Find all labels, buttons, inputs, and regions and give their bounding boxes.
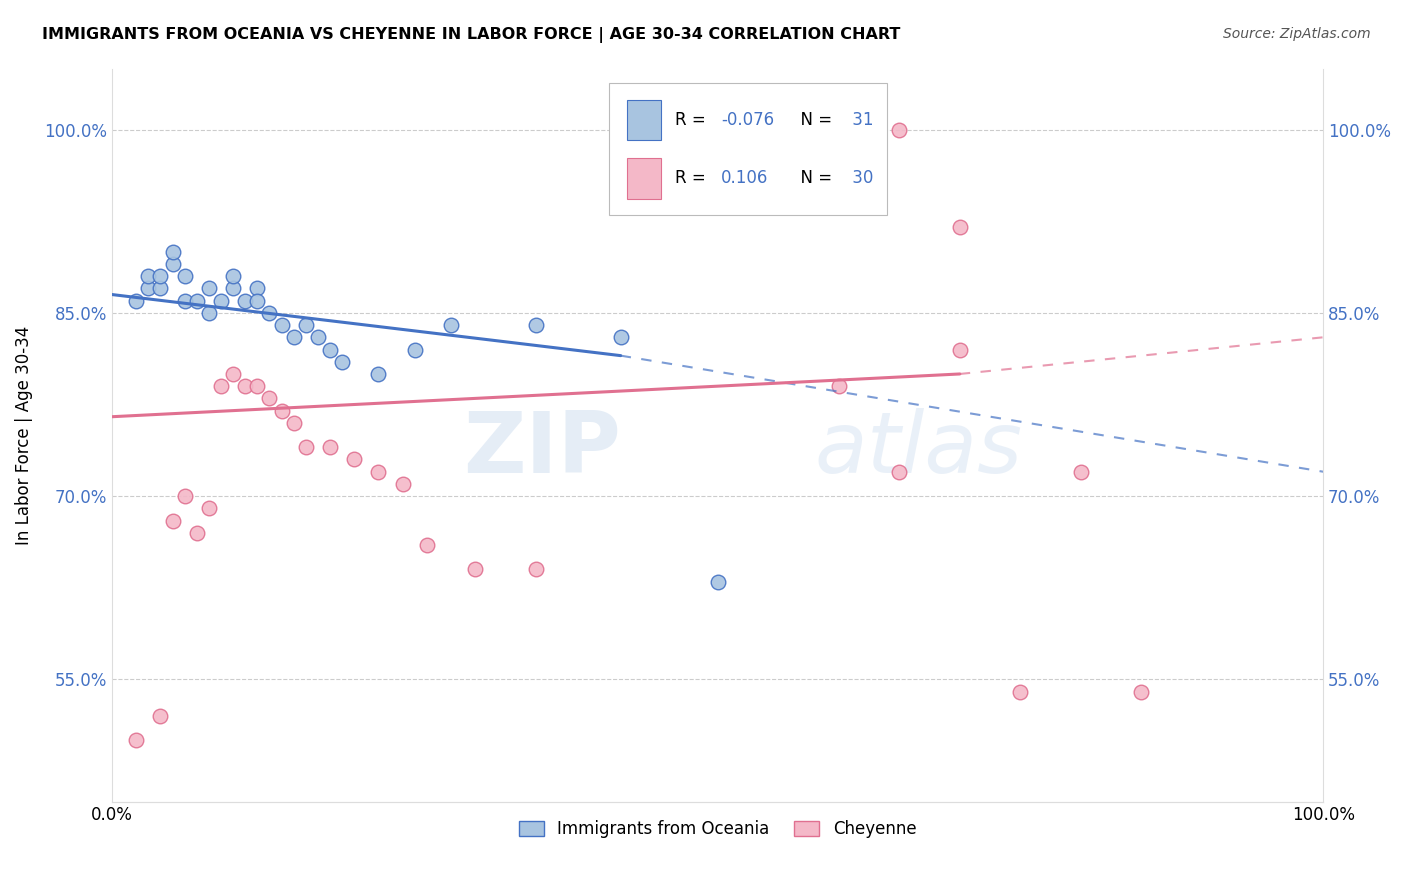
Text: IMMIGRANTS FROM OCEANIA VS CHEYENNE IN LABOR FORCE | AGE 30-34 CORRELATION CHART: IMMIGRANTS FROM OCEANIA VS CHEYENNE IN L…: [42, 27, 901, 43]
Point: [209, 293, 232, 308]
Point: [319, 343, 342, 357]
Point: [270, 318, 292, 332]
Point: [125, 733, 148, 747]
Bar: [627, 158, 661, 199]
FancyBboxPatch shape: [609, 83, 887, 215]
Point: [149, 269, 172, 284]
Point: [1130, 684, 1153, 698]
Text: N =: N =: [790, 111, 838, 128]
Point: [162, 257, 184, 271]
Legend: Immigrants from Oceania, Cheyenne: Immigrants from Oceania, Cheyenne: [512, 814, 922, 845]
Text: -0.076: -0.076: [721, 111, 775, 128]
Point: [198, 501, 221, 516]
Point: [464, 562, 486, 576]
Point: [186, 525, 208, 540]
Point: [294, 318, 316, 332]
Point: [136, 281, 159, 295]
Point: [173, 489, 195, 503]
Point: [440, 318, 463, 332]
Text: Source: ZipAtlas.com: Source: ZipAtlas.com: [1223, 27, 1371, 41]
Point: [1010, 684, 1032, 698]
Text: 30: 30: [848, 169, 873, 187]
Point: [307, 330, 329, 344]
Point: [270, 403, 292, 417]
Point: [162, 244, 184, 259]
Point: [949, 343, 972, 357]
Text: R =: R =: [675, 169, 711, 187]
Point: [524, 562, 547, 576]
Point: [283, 416, 305, 430]
Point: [391, 477, 413, 491]
Point: [294, 440, 316, 454]
Y-axis label: In Labor Force | Age 30-34: In Labor Force | Age 30-34: [15, 326, 32, 545]
Point: [889, 465, 911, 479]
Point: [198, 281, 221, 295]
Point: [1070, 465, 1092, 479]
Point: [416, 538, 439, 552]
Text: N =: N =: [790, 169, 838, 187]
Point: [233, 293, 256, 308]
Point: [233, 379, 256, 393]
Point: [209, 379, 232, 393]
Point: [186, 293, 208, 308]
Point: [173, 269, 195, 284]
Point: [609, 330, 631, 344]
Point: [149, 709, 172, 723]
Bar: [627, 100, 661, 140]
Point: [198, 306, 221, 320]
Point: [330, 355, 353, 369]
Point: [259, 306, 281, 320]
Point: [404, 343, 426, 357]
Point: [222, 269, 245, 284]
Point: [162, 514, 184, 528]
Point: [367, 465, 389, 479]
Text: ZIP: ZIP: [463, 409, 620, 491]
Point: [149, 281, 172, 295]
Point: [283, 330, 305, 344]
Point: [246, 293, 269, 308]
Point: [827, 379, 849, 393]
Point: [246, 379, 269, 393]
Point: [222, 367, 245, 381]
Point: [706, 574, 728, 589]
Point: [222, 281, 245, 295]
Point: [827, 122, 849, 136]
Point: [136, 269, 159, 284]
Point: [125, 293, 148, 308]
Point: [949, 220, 972, 235]
Text: R =: R =: [675, 111, 711, 128]
Point: [524, 318, 547, 332]
Point: [319, 440, 342, 454]
Text: 31: 31: [848, 111, 873, 128]
Point: [259, 392, 281, 406]
Text: 0.106: 0.106: [721, 169, 769, 187]
Point: [246, 281, 269, 295]
Text: atlas: atlas: [814, 409, 1022, 491]
Point: [889, 122, 911, 136]
Point: [343, 452, 366, 467]
Point: [367, 367, 389, 381]
Point: [173, 293, 195, 308]
